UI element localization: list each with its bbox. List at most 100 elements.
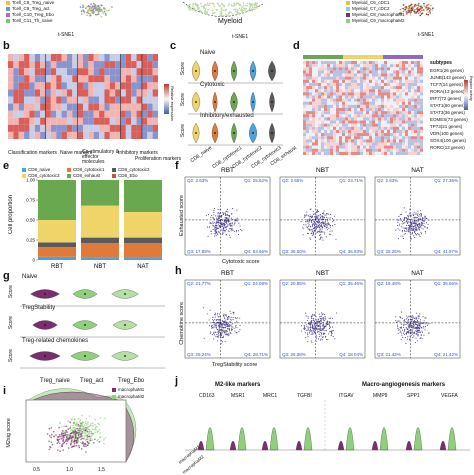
heatmap-cell	[378, 86, 381, 90]
heatmap-cell	[72, 110, 78, 118]
scatter-point	[316, 336, 318, 338]
heatmap-cell	[417, 61, 420, 65]
heatmap-cell	[77, 82, 83, 90]
heatmap-cell	[342, 64, 345, 68]
legend-swatch	[346, 13, 350, 17]
heatmap-cell	[327, 73, 330, 77]
heatmap-cell	[372, 120, 375, 124]
scatter-point	[411, 219, 413, 221]
scatter-point	[87, 432, 90, 434]
heatmap-cell	[303, 117, 306, 121]
heatmap-cell	[303, 104, 306, 108]
median-dot	[84, 355, 86, 357]
tsne-point	[227, 14, 229, 16]
scatter-point	[313, 213, 315, 215]
scatter-point	[329, 230, 331, 232]
scatter-point	[227, 221, 229, 223]
scatter-point	[424, 216, 426, 218]
scatter-point	[309, 325, 312, 327]
scatter-point	[77, 417, 80, 420]
scatter-point	[214, 316, 216, 318]
scatter-point	[231, 328, 233, 331]
heatmap-cell	[306, 95, 309, 99]
scatter-point	[210, 230, 212, 232]
heatmap-cell	[345, 104, 348, 108]
heatmap-cell	[405, 76, 408, 80]
scatter-point	[418, 329, 420, 332]
heatmap-cell	[315, 70, 318, 74]
heatmap-cell	[372, 136, 375, 140]
scatter-point	[60, 435, 62, 437]
scatter-point	[215, 325, 217, 327]
scatter-point	[303, 216, 305, 218]
heatmap-cell	[120, 82, 126, 90]
heatmap-cell	[381, 111, 384, 115]
quadrant-label: Q4: 28.71%	[244, 352, 268, 357]
heatmap-cell	[411, 61, 414, 65]
heatmap-cell	[381, 98, 384, 102]
scatter-point	[404, 233, 406, 235]
scatter-point	[416, 318, 418, 320]
scatter-point	[306, 219, 308, 221]
panel-letter-d: d	[293, 40, 300, 52]
scatter-point	[218, 214, 220, 217]
heatmap-cell	[384, 123, 387, 127]
scatter-point	[418, 325, 420, 327]
violin-m1	[337, 440, 345, 451]
scatter-point	[215, 215, 217, 217]
heatmap-cell	[399, 82, 402, 87]
heatmap-cell	[414, 108, 417, 112]
heatmap-cell	[61, 96, 67, 104]
heatmap-cell	[378, 120, 381, 124]
heatmap-cell	[354, 139, 357, 143]
heatmap-cell	[315, 86, 318, 90]
heatmap-cell	[40, 75, 46, 83]
panel-i-xtick-0: 0.5	[33, 467, 40, 473]
scatter-point	[213, 338, 215, 340]
heatmap-cell	[396, 101, 399, 105]
heatmap-cell	[387, 89, 390, 93]
scatter-point	[323, 329, 325, 331]
scatter-point	[321, 330, 323, 332]
heatmap-cell	[306, 123, 309, 127]
scatter-point	[319, 229, 321, 231]
heatmap-cell	[104, 110, 110, 118]
scatter-point	[214, 226, 217, 228]
heatmap-cell	[390, 108, 393, 112]
panel-c-ylabel: Score	[180, 124, 186, 138]
scatter-point	[77, 440, 79, 443]
scatter-point	[313, 231, 315, 233]
scatter-point	[221, 326, 223, 328]
heatmap-cell	[405, 126, 408, 130]
heatmap-cell	[321, 64, 324, 68]
heatmap-cell	[372, 104, 375, 108]
heatmap-cell	[303, 120, 306, 124]
scatter-point	[326, 216, 328, 218]
scatter-point	[78, 446, 81, 449]
heatmap-cell	[315, 82, 318, 87]
heatmap-cell	[333, 89, 336, 93]
scatter-point	[312, 230, 314, 232]
heatmap-cell	[408, 82, 411, 87]
heatmap-cell	[61, 82, 67, 90]
tsne-point	[225, 14, 228, 17]
scatter-point	[221, 216, 223, 218]
heatmap-cell	[420, 76, 423, 80]
scatter-point	[223, 226, 225, 228]
heatmap-cell	[61, 61, 67, 69]
scatter-point	[219, 227, 221, 229]
heatmap-cell	[45, 89, 51, 97]
heatmap-cell	[414, 136, 417, 140]
heatmap-cell	[315, 73, 318, 77]
heatmap-cell	[324, 98, 327, 102]
scatter-point	[411, 322, 413, 324]
tsne-point	[236, 8, 238, 11]
scatter-point	[82, 425, 85, 428]
heatmap-cell	[363, 123, 366, 127]
tsne-point	[207, 4, 210, 7]
scatter-point	[316, 223, 318, 225]
tsne-point	[425, 13, 428, 15]
heatmap-cell	[378, 98, 381, 102]
heatmap-cell	[411, 133, 414, 137]
scatter-point	[395, 320, 397, 322]
